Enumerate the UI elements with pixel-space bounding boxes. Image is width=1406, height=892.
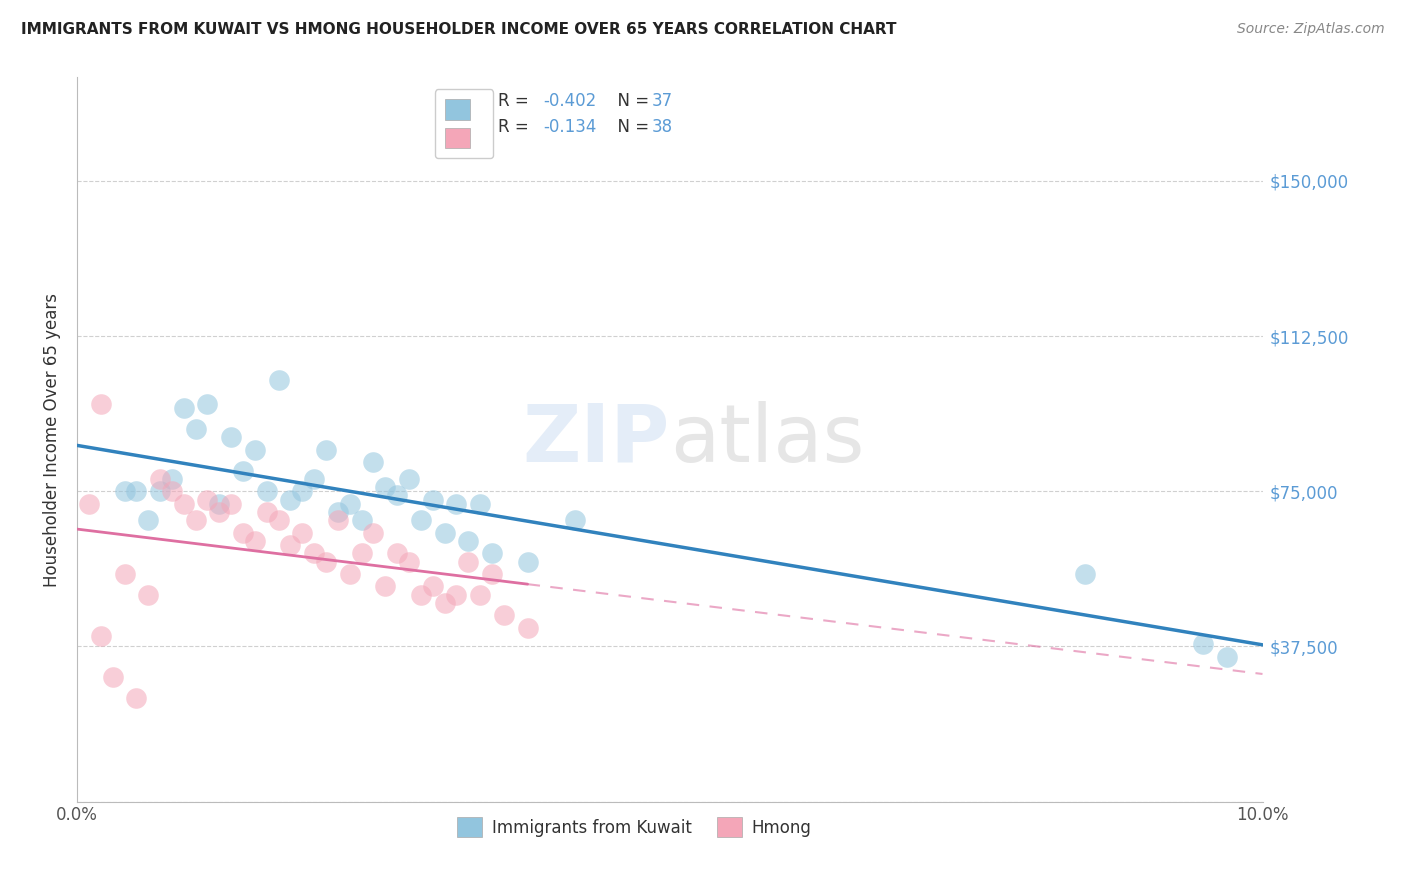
Point [481,546,503,560]
Point [90,629,112,643]
Point [446,588,468,602]
Text: IMMIGRANTS FROM KUWAIT VS HMONG HOUSEHOLDER INCOME OVER 65 YEARS CORRELATION CHA: IMMIGRANTS FROM KUWAIT VS HMONG HOUSEHOL… [21,22,897,37]
Point [422,492,444,507]
Point [149,472,172,486]
Point [481,566,503,581]
Point [374,480,396,494]
Point [114,484,136,499]
Point [516,555,538,569]
Point [326,505,349,519]
Point [398,472,420,486]
Point [208,505,231,519]
Point [184,422,207,436]
Point [125,691,148,706]
Y-axis label: Householder Income Over 65 years: Householder Income Over 65 years [44,293,60,587]
Point [468,588,491,602]
Point [409,588,432,602]
Text: 37: 37 [652,93,673,111]
Text: atlas: atlas [669,401,865,478]
Point [243,533,266,548]
Point [267,513,290,527]
Text: 38: 38 [652,118,673,136]
Point [457,533,479,548]
Point [457,555,479,569]
Text: ZIP: ZIP [523,401,669,478]
Text: -0.402: -0.402 [543,93,596,111]
Point [208,497,231,511]
Text: R =: R = [498,118,534,136]
Point [173,497,195,511]
Point [243,442,266,457]
Text: R =: R = [498,93,534,111]
Point [291,525,314,540]
Point [280,492,302,507]
Point [363,455,385,469]
Point [516,621,538,635]
Point [315,442,337,457]
Point [326,513,349,527]
Point [385,546,408,560]
Text: -0.134: -0.134 [543,118,596,136]
Text: N =: N = [607,93,654,111]
Point [1073,566,1095,581]
Point [77,497,100,511]
Point [114,566,136,581]
Point [136,588,159,602]
Point [291,484,314,499]
Point [385,488,408,502]
Point [160,484,183,499]
Point [409,513,432,527]
Point [564,513,586,527]
Point [149,484,172,499]
Point [232,525,254,540]
Point [492,608,515,623]
Point [1192,637,1215,651]
Point [256,484,278,499]
Point [173,401,195,416]
Point [363,525,385,540]
Point [125,484,148,499]
Point [101,670,124,684]
Point [302,546,325,560]
Point [219,497,242,511]
Point [256,505,278,519]
Point [374,579,396,593]
Point [339,566,361,581]
Point [468,497,491,511]
Point [398,555,420,569]
Point [232,464,254,478]
Legend: Immigrants from Kuwait, Hmong: Immigrants from Kuwait, Hmong [450,810,818,844]
Point [350,546,373,560]
Point [422,579,444,593]
Point [197,492,219,507]
Point [160,472,183,486]
Point [302,472,325,486]
Point [184,513,207,527]
Point [280,538,302,552]
Point [90,397,112,411]
Point [197,397,219,411]
Point [219,430,242,444]
Text: Source: ZipAtlas.com: Source: ZipAtlas.com [1237,22,1385,37]
Point [267,372,290,386]
Point [433,525,456,540]
Point [136,513,159,527]
Point [315,555,337,569]
Point [446,497,468,511]
Point [350,513,373,527]
Point [433,596,456,610]
Point [339,497,361,511]
Point [1216,649,1239,664]
Text: N =: N = [607,118,654,136]
